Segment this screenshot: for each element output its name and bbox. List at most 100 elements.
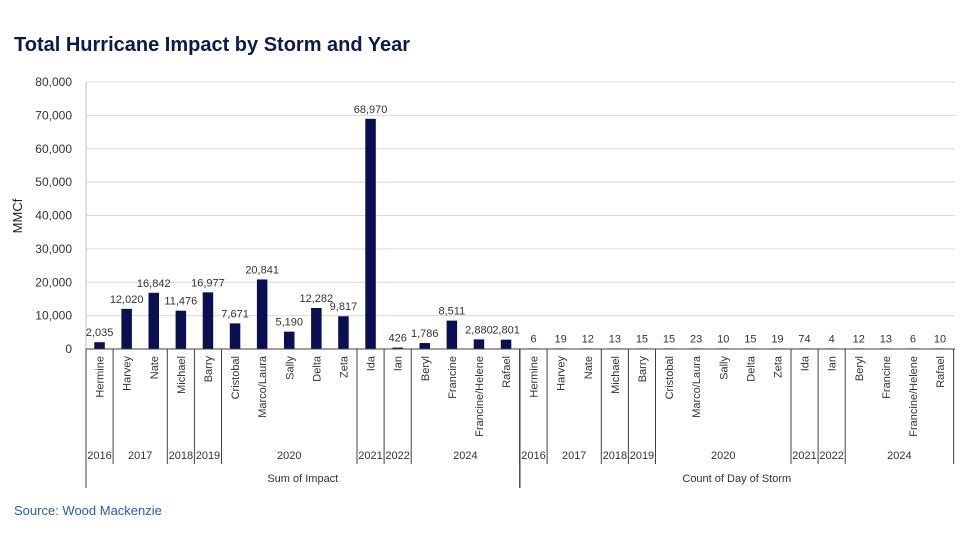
- y-tick-label: 0: [65, 342, 72, 356]
- y-tick-label: 30,000: [35, 242, 72, 256]
- bar: [202, 292, 214, 349]
- data-label: 9,817: [330, 301, 358, 313]
- x-category-label: Cristobal: [664, 356, 676, 399]
- x-category-label: Marco/Laura: [691, 355, 703, 418]
- y-tick-label: 80,000: [35, 75, 72, 89]
- bar: [121, 308, 132, 349]
- x-year-label: 2017: [562, 450, 586, 462]
- bar: [473, 339, 485, 349]
- bar: [284, 331, 295, 349]
- x-category-label: Francine: [881, 356, 893, 399]
- x-year-label: 2024: [453, 450, 477, 462]
- data-label: 23: [690, 333, 702, 345]
- x-category-label: Rafael: [501, 356, 513, 388]
- x-category-label: Beryl: [420, 356, 432, 381]
- x-year-label: 2019: [630, 450, 654, 462]
- data-label: 5,190: [275, 317, 303, 329]
- data-label: 6: [530, 333, 536, 345]
- x-group-label: Count of Day of Storm: [682, 473, 791, 485]
- x-category-label: Nate: [149, 356, 161, 379]
- bar: [311, 308, 322, 349]
- data-labels: 2,035 12,020 16,842 11,476 16,977 7,671 20,841…: [86, 104, 946, 346]
- data-label: 6: [910, 333, 916, 345]
- bar: [338, 316, 349, 349]
- x-year-label: 2016: [521, 450, 545, 462]
- data-label: 16,977: [191, 277, 225, 289]
- gridlines: [86, 81, 955, 317]
- x-category-label: Barry: [637, 356, 649, 383]
- x-year-label: 2021: [792, 450, 816, 462]
- data-label: 2,801: [492, 325, 520, 337]
- bar: [175, 310, 187, 349]
- bar: [392, 347, 403, 349]
- x-year-label: 2018: [169, 450, 193, 462]
- data-label: 426: [388, 333, 406, 345]
- x-year-label: 2019: [196, 450, 220, 462]
- chart-title: Total Hurricane Impact by Storm and Year: [14, 34, 411, 56]
- x-category-label: Ian: [827, 356, 839, 371]
- x-category-label: Michael: [176, 356, 188, 394]
- bar: [500, 339, 512, 349]
- data-label: 20,841: [245, 264, 279, 276]
- x-category-label: Harvey: [122, 356, 134, 391]
- data-label: 1,786: [411, 328, 439, 340]
- x-category-label: Francine: [447, 356, 459, 399]
- data-label: 13: [880, 333, 892, 345]
- data-label: 19: [771, 333, 783, 345]
- x-group-label: Sum of Impact: [267, 473, 338, 485]
- data-label: 4: [829, 333, 835, 345]
- x-category-label: Francine/Helene: [474, 356, 486, 437]
- bar: [419, 343, 430, 349]
- y-tick-label: 50,000: [35, 175, 72, 189]
- bar: [94, 342, 105, 349]
- y-axis-label: MMCf: [10, 198, 25, 233]
- x-category-label: Beryl: [854, 356, 866, 381]
- x-category-label: Ian: [393, 356, 405, 371]
- x-year-label: 2022: [819, 450, 843, 462]
- x-category-label: Francine/Helene: [908, 356, 920, 437]
- x-year-label: 2018: [603, 450, 627, 462]
- bar: [365, 118, 376, 349]
- y-tick-label: 40,000: [35, 209, 72, 223]
- x-category-label: Rafael: [935, 356, 947, 388]
- bars: [94, 118, 946, 349]
- x-year-label: 2024: [887, 450, 911, 462]
- y-tick-label: 60,000: [35, 142, 72, 156]
- x-category-label: Zeta: [338, 355, 350, 378]
- data-label: 12,282: [300, 293, 334, 305]
- x-year-label: 2021: [358, 450, 382, 462]
- data-label: 11,476: [164, 296, 197, 308]
- x-year-label: 2017: [128, 450, 152, 462]
- source-note: Source: Wood Mackenzie: [14, 503, 162, 518]
- bar: [446, 320, 458, 349]
- x-category-label: Delta: [311, 355, 323, 382]
- data-label: 68,970: [354, 104, 388, 116]
- x-year-label: 2020: [711, 450, 735, 462]
- x-category-label: Harvey: [556, 356, 568, 391]
- data-label: 10: [934, 333, 946, 345]
- data-label: 15: [663, 333, 675, 345]
- data-label: 19: [555, 333, 567, 345]
- x-category-label: Michael: [610, 356, 622, 394]
- data-label: 13: [609, 333, 621, 345]
- x-category-label: Ida: [366, 355, 378, 371]
- data-label: 7,671: [221, 308, 249, 320]
- x-category-label: Delta: [745, 355, 757, 382]
- x-year-label: 2022: [385, 450, 409, 462]
- y-tick-label: 20,000: [35, 275, 72, 289]
- x-category-label: Zeta: [772, 355, 784, 378]
- data-label: 15: [636, 333, 648, 345]
- bar: [229, 323, 241, 349]
- data-label: 16,842: [137, 278, 171, 290]
- y-tick-label: 70,000: [35, 108, 72, 122]
- x-category-label: Cristobal: [230, 356, 242, 399]
- x-axis: Hermine Harvey Nate Michael Barry Cristobal Ma…: [85, 348, 955, 488]
- bar: [256, 279, 268, 349]
- x-category-label: Hermine: [95, 356, 107, 398]
- x-category-label: Marco/Laura: [257, 355, 269, 418]
- data-label: 74: [798, 333, 810, 345]
- data-label: 2,880: [465, 324, 493, 336]
- data-label: 12: [582, 333, 594, 345]
- y-tick-label: 10,000: [35, 309, 72, 323]
